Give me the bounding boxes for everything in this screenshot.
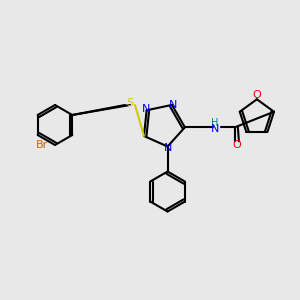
Text: O: O [232, 140, 241, 150]
Text: Br: Br [36, 140, 48, 150]
Text: O: O [253, 90, 261, 100]
Text: H: H [211, 118, 219, 128]
Text: N: N [169, 100, 177, 110]
Text: N: N [164, 142, 172, 152]
Text: N: N [211, 124, 219, 134]
Text: S: S [126, 98, 134, 108]
Text: N: N [142, 104, 150, 114]
